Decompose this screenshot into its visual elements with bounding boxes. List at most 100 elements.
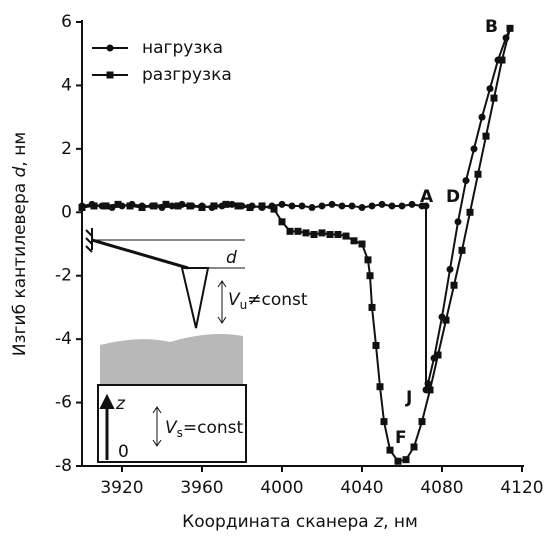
circle-marker: [328, 200, 336, 208]
square-marker: [490, 94, 498, 102]
square-marker: [386, 446, 394, 454]
square-marker: [358, 240, 366, 248]
square-marker: [442, 316, 450, 324]
square-marker: [458, 246, 466, 254]
inset-label: Vu≠const: [228, 290, 308, 312]
square-marker: [482, 132, 490, 140]
y-tick-label: 0: [61, 202, 72, 222]
square-marker: [310, 230, 318, 238]
square-marker: [210, 202, 218, 210]
square-marker: [506, 24, 514, 32]
point-label: F: [395, 428, 407, 448]
circle-marker: [298, 202, 306, 210]
circle-marker: [388, 202, 396, 210]
square-marker: [450, 281, 458, 289]
x-tick-label: 4080: [420, 478, 463, 498]
circle-marker: [278, 200, 286, 208]
inset-label: Vs=const: [165, 418, 244, 440]
square-marker: [234, 202, 242, 210]
inset-label: ≠const: [247, 290, 308, 310]
series-line: [81, 28, 511, 463]
square-marker: [286, 227, 294, 235]
inset-label: u: [240, 298, 248, 312]
x-tick-label: 4000: [260, 478, 303, 498]
y-tick-label: -2: [55, 266, 72, 286]
square-marker: [302, 229, 310, 237]
square-marker: [474, 170, 482, 178]
square-marker: [418, 418, 426, 426]
inset-diagram: [85, 228, 247, 463]
x-tick-label: 3920: [100, 478, 143, 498]
x-tick-label: 4040: [340, 478, 383, 498]
circle-marker: [424, 380, 432, 388]
y-tick-label: 6: [61, 12, 72, 32]
circle-marker: [308, 204, 316, 212]
point-label: J: [405, 388, 412, 408]
square-marker: [78, 204, 86, 212]
legend-label: разгрузка: [142, 65, 232, 85]
square-marker: [498, 56, 506, 64]
inset-label: z: [115, 394, 126, 414]
circle-marker: [398, 202, 406, 210]
circle-marker: [422, 202, 430, 210]
circle-marker: [348, 202, 356, 210]
square-marker: [186, 202, 194, 210]
inset-label: s: [177, 426, 183, 440]
circle-marker: [288, 202, 296, 210]
x-axis-label: Координата сканера z, нм: [182, 512, 418, 532]
square-marker: [126, 202, 134, 210]
y-tick-label: -6: [55, 393, 72, 413]
y-tick-label: -8: [55, 456, 72, 476]
square-marker: [434, 351, 442, 359]
square-marker: [278, 218, 286, 226]
inset-label: V: [165, 418, 178, 438]
square-marker: [334, 230, 342, 238]
circle-marker: [462, 177, 470, 185]
square-marker: [150, 202, 158, 210]
inset-label: =const: [183, 418, 244, 438]
x-axis-label: z: [373, 512, 384, 532]
y-axis-label: , нм: [10, 132, 30, 167]
circle-marker: [470, 145, 478, 153]
circle-marker: [358, 204, 366, 212]
square-marker: [198, 204, 206, 212]
point-label: D: [446, 187, 460, 207]
y-axis-label: Изгиб кантилевера d, нм: [10, 132, 30, 356]
square-marker: [366, 272, 374, 280]
y-axis-label: Изгиб кантилевера: [10, 177, 30, 356]
square-marker: [318, 229, 326, 237]
square-marker: [114, 200, 122, 208]
x-axis-label: Координата сканера: [182, 512, 374, 532]
inset-label: d: [226, 248, 237, 268]
x-tick-label: 3960: [180, 478, 223, 498]
square-marker: [350, 237, 358, 245]
inset-label: 0: [118, 442, 129, 462]
square-marker: [246, 204, 254, 212]
square-marker: [364, 256, 372, 264]
square-marker: [106, 71, 114, 79]
circle-marker: [486, 85, 494, 93]
y-tick-label: 4: [61, 75, 72, 95]
square-marker: [394, 457, 402, 465]
inset-label: V: [228, 290, 241, 310]
legend-label: нагрузка: [142, 38, 223, 58]
circle-marker: [106, 44, 114, 52]
circle-marker: [454, 218, 462, 226]
square-marker: [102, 202, 110, 210]
y-tick-label: -4: [55, 329, 72, 349]
circle-marker: [338, 202, 346, 210]
square-marker: [372, 341, 380, 349]
square-marker: [270, 205, 278, 213]
square-marker: [466, 208, 474, 216]
point-label: A: [420, 187, 434, 207]
square-marker: [138, 204, 146, 212]
square-marker: [294, 227, 302, 235]
square-marker: [162, 200, 170, 208]
square-marker: [368, 303, 376, 311]
y-axis-label: d: [10, 166, 30, 177]
square-marker: [326, 230, 334, 238]
x-tick-label: 4120: [500, 478, 543, 498]
circle-marker: [478, 113, 486, 121]
circle-marker: [378, 200, 386, 208]
